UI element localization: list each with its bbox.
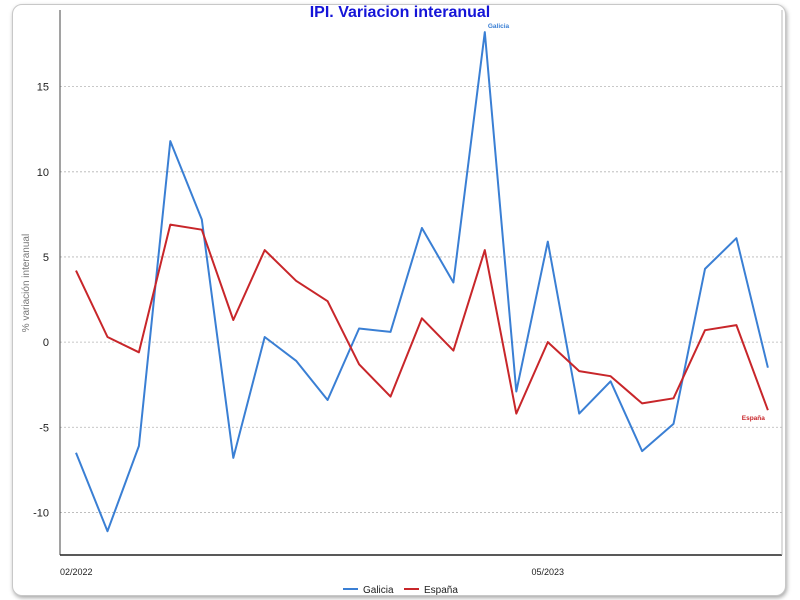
y-tick-label: -10 [33,507,49,519]
y-tick-label: 15 [37,82,49,94]
series-label-galicia: Galicia [488,23,510,30]
legend-item-galicia[interactable]: Galicia [343,585,394,596]
y-axis-label: % variación interanual [21,234,32,332]
series-lines [75,31,769,533]
chart-frame [12,4,786,596]
axes [59,10,783,556]
y-tick-label: 10 [37,167,49,179]
x-tick-label: 05/2023 [531,567,564,577]
legend-item-españa[interactable]: España [404,585,458,596]
grid-lines [60,86,782,513]
series-line-españa [75,223,769,415]
chart-title: IPI. Variacion interanual [310,4,491,21]
y-tick-label: 5 [43,252,49,264]
series-line-galicia [75,31,769,533]
series-label-espana: España [742,415,766,422]
y-tick-labels: 15 10 5 0 -5 -10 [33,82,49,520]
legend[interactable]: Galicia España [343,585,458,596]
y-tick-label: 0 [43,337,49,349]
x-tick-labels: 02/2022 05/2023 [60,567,564,577]
y-tick-label: -5 [39,422,49,434]
legend-label: España [424,585,458,596]
series-end-labels: Galicia España [488,23,765,422]
legend-label: Galicia [363,585,394,596]
x-tick-label: 02/2022 [60,567,93,577]
